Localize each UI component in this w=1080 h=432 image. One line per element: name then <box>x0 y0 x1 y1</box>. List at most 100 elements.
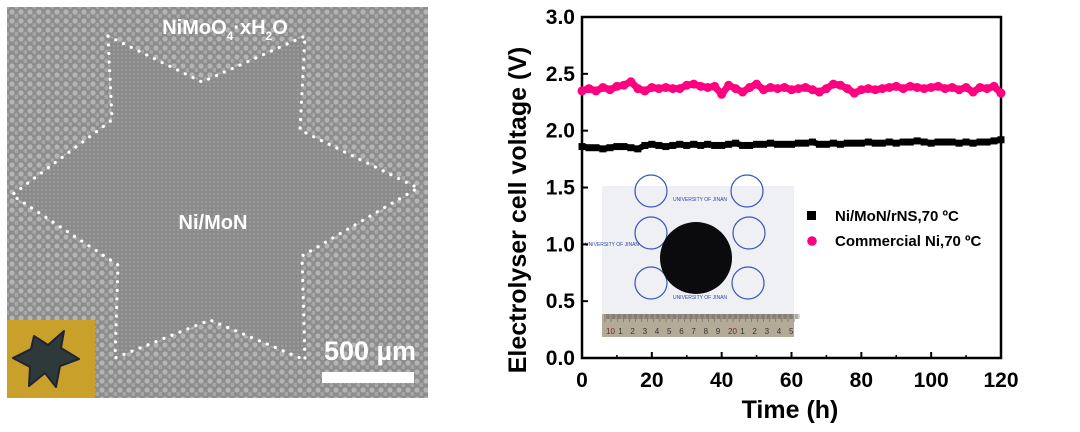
data-point <box>905 81 915 91</box>
data-point <box>891 81 901 91</box>
ruler-label: 4 <box>777 327 782 336</box>
data-point <box>898 84 908 94</box>
data-point <box>745 82 755 92</box>
ruler-label: 1 <box>618 327 623 336</box>
watermark-text: UNIVERSITY OF JINAN <box>585 242 639 248</box>
data-point <box>989 81 999 91</box>
data-point <box>781 140 789 148</box>
data-point <box>773 84 783 94</box>
data-point <box>829 139 837 147</box>
data-point <box>711 141 719 149</box>
data-point <box>634 145 642 153</box>
data-point <box>982 84 992 94</box>
scale-bar <box>322 372 414 383</box>
legend-marker-circle <box>807 236 817 246</box>
data-point <box>633 84 643 94</box>
data-point <box>801 139 809 147</box>
data-point <box>863 84 873 94</box>
star-region <box>12 36 418 360</box>
data-point <box>606 144 614 152</box>
ruler-label: 2 <box>630 327 635 336</box>
data-point <box>996 88 1006 98</box>
label-ni-mon: Ni/MoN <box>179 212 248 234</box>
data-point <box>605 85 615 95</box>
data-point <box>662 143 670 151</box>
label-nimoo4: NiMoO4·xH2O <box>162 17 288 43</box>
data-point <box>683 141 691 149</box>
data-point <box>800 82 810 92</box>
data-point <box>746 141 754 149</box>
data-point <box>753 140 761 148</box>
data-point <box>577 86 587 96</box>
data-point <box>585 144 593 152</box>
legend-label: Ni/MoN/rNS,70 ºC <box>835 208 959 225</box>
data-point <box>976 138 984 146</box>
watermark-text: UNIVERSITY OF JINAN <box>673 295 727 301</box>
data-point <box>613 143 621 151</box>
data-point <box>850 139 858 147</box>
data-point <box>619 80 629 90</box>
ruler-label: 4 <box>655 327 660 336</box>
data-point <box>787 85 796 95</box>
legend: Ni/MoN/rNS,70 ºC Commercial Ni,70 ºC <box>807 208 982 250</box>
data-point <box>647 82 657 92</box>
ruler-label: 8 <box>704 327 709 336</box>
data-point <box>828 79 838 89</box>
data-point <box>788 140 795 148</box>
data-point <box>954 85 964 95</box>
data-point <box>578 143 586 151</box>
data-point <box>885 138 893 146</box>
chart: UNIVERSITY OF JINAN UNIVERSITY OF JINAN … <box>504 6 1019 424</box>
data-point <box>849 88 859 98</box>
data-point <box>732 139 740 147</box>
data-point <box>760 140 768 148</box>
data-point <box>940 84 950 94</box>
data-point <box>955 139 963 147</box>
data-point <box>871 139 879 147</box>
photo-inset-star-sample <box>7 320 95 398</box>
data-point <box>704 140 712 148</box>
y-tick-label: 0.0 <box>546 347 575 370</box>
data-point <box>682 80 692 90</box>
data-point <box>961 82 971 92</box>
watermark-text: UNIVERSITY OF JINAN <box>673 197 727 203</box>
data-point <box>927 139 935 147</box>
data-point <box>717 89 727 99</box>
series-1 <box>577 77 1006 99</box>
data-point <box>808 138 816 146</box>
data-point <box>821 84 831 94</box>
data-point <box>676 140 684 148</box>
x-tick-label: 40 <box>710 369 733 392</box>
data-point <box>919 84 929 94</box>
data-point <box>843 139 851 147</box>
data-point <box>913 137 921 145</box>
data-point <box>592 144 600 152</box>
y-axis-label: Electrolyser cell voltage (V) <box>504 47 532 374</box>
data-point <box>962 138 970 146</box>
data-point <box>983 138 991 146</box>
data-point <box>780 82 790 92</box>
y-tick-label: 1.0 <box>546 233 575 256</box>
data-point <box>947 82 957 92</box>
legend-label: Commercial Ni,70 ºC <box>835 233 982 250</box>
ruler-label: 6 <box>679 327 684 336</box>
data-point <box>655 141 663 149</box>
data-point <box>690 140 698 148</box>
data-point <box>591 86 601 96</box>
data-point <box>675 84 685 94</box>
data-point <box>774 140 782 148</box>
y-tick-label: 2.5 <box>546 63 576 86</box>
data-point <box>648 140 656 148</box>
data-point <box>626 77 636 87</box>
data-point <box>724 80 734 90</box>
data-point <box>703 82 713 92</box>
x-axis-label: Time (h) <box>742 396 839 424</box>
data-point <box>793 84 803 94</box>
data-point <box>912 82 922 92</box>
data-point <box>926 82 936 92</box>
ruler-label: 3 <box>643 327 648 336</box>
data-point <box>814 87 824 97</box>
x-tick-label: 20 <box>640 369 663 392</box>
data-point <box>731 84 741 94</box>
